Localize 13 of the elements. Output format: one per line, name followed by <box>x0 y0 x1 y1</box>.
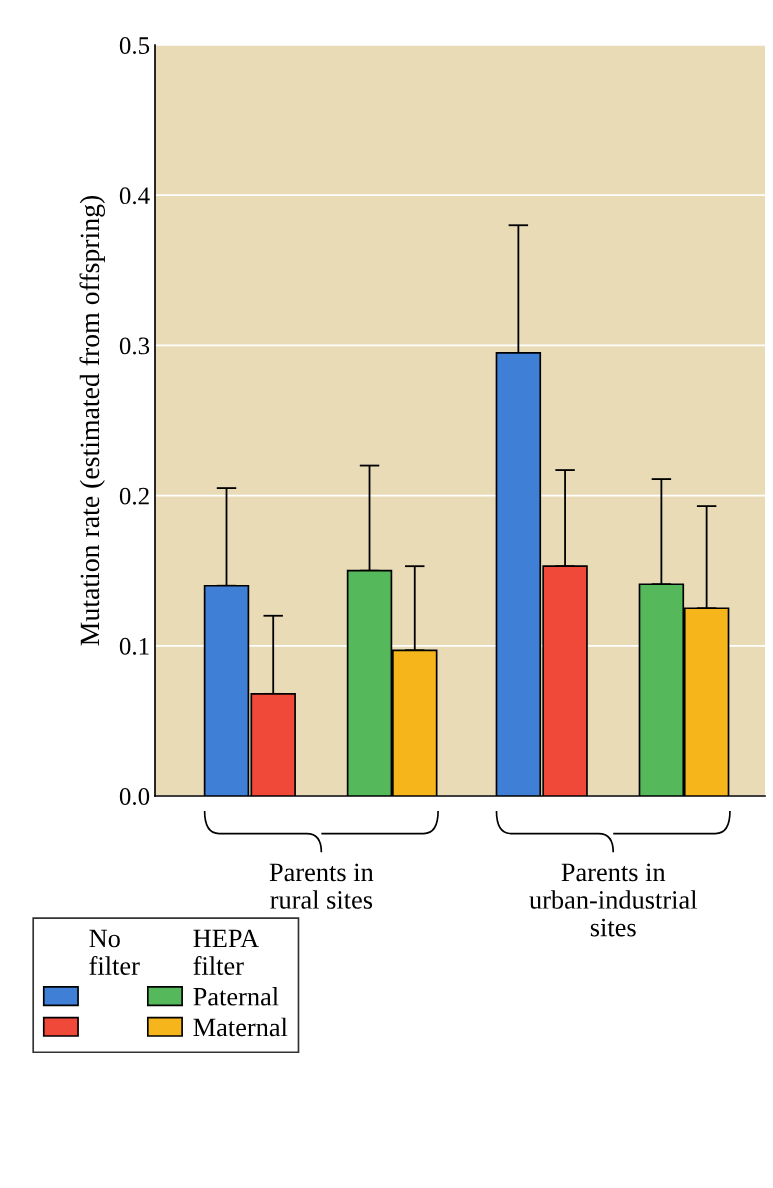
text: HEPA filter <box>193 929 259 975</box>
y-tick-label: 0.4 <box>119 187 150 205</box>
x-tick-label: Parents in rural sites <box>269 863 374 909</box>
text: No filter <box>89 929 140 975</box>
x-tick-label: Parents in urban-industrial sites <box>529 863 697 937</box>
y-tick-label: 0.3 <box>119 337 150 355</box>
y-tick-label: 0.0 <box>119 788 150 806</box>
y-tick-label: 0.1 <box>119 637 149 655</box>
y-tick-label: 0.5 <box>119 37 150 55</box>
legend-label: Paternal <box>193 987 279 1006</box>
y-tick-label: 0.2 <box>119 487 149 505</box>
y-axis-title: Mutation rate (estimated from offspring) <box>79 195 105 646</box>
legend-label: Maternal <box>193 1017 288 1037</box>
